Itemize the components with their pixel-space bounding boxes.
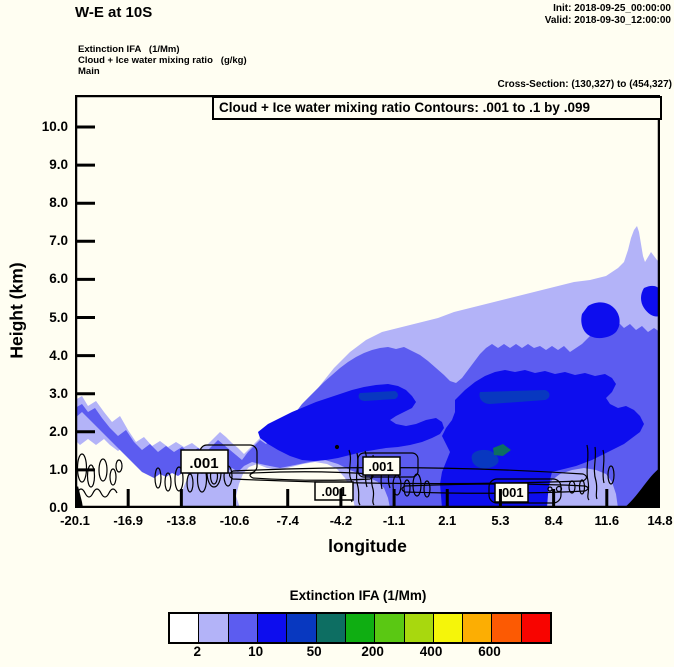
- x-tick-label--10.6: -10.6: [219, 513, 250, 528]
- colorbar-cell-2: [228, 614, 258, 642]
- fill-extinction-level4-east-core: [440, 370, 644, 508]
- svg-text:.001: .001: [189, 455, 218, 472]
- x-tick-label--1.1: -1.1: [382, 513, 406, 528]
- x-axis-title: longitude: [328, 536, 407, 556]
- field-info-block: Extinction IFA (1/Mm) Cloud + Ice water …: [78, 44, 247, 77]
- colorbar-cell-4: [287, 614, 317, 642]
- colorbar-cell-8: [404, 614, 434, 642]
- field-info-extinction: Extinction IFA (1/Mm): [78, 44, 180, 55]
- fill-extinction-level6-teal-patch: [493, 444, 511, 456]
- colorbar-cell-12: [521, 614, 551, 642]
- colorbar-cell-6: [345, 614, 376, 642]
- svg-text:.001: .001: [321, 484, 346, 499]
- field-info-cloud: Cloud + Ice water mixing ratio (g/kg): [78, 55, 247, 66]
- cloud-contour-label-4: .001: [494, 482, 529, 503]
- x-tick-label--16.9: -16.9: [113, 513, 143, 528]
- init-timestamp: Init: 2018-09-25_00:00:00: [553, 3, 671, 14]
- x-tick-label-8.4: 8.4: [544, 513, 563, 528]
- y-tick-label-6.0: 6.0: [49, 271, 68, 287]
- y-tick-label-9.0: 9.0: [49, 157, 68, 173]
- colorbar-label-2: 2: [193, 644, 201, 659]
- contour-note-box: Cloud + Ice water mixing ratio Contours:…: [212, 96, 662, 120]
- fill-extinction-level5-low-patch: [471, 449, 499, 469]
- fill-extinction-level4-edge-blob: [641, 285, 660, 317]
- colorbar-label-200: 200: [361, 644, 384, 659]
- cloud-contour-label-1: .001: [180, 449, 229, 474]
- colorbar-cell-3: [257, 614, 288, 642]
- x-tick-label--7.4: -7.4: [276, 513, 299, 528]
- y-tick-label-2.0: 2.0: [49, 423, 68, 439]
- cloud-contour-label-3: .001: [314, 481, 354, 501]
- y-tick-label-10.0: 10.0: [41, 119, 68, 134]
- colorbar-cell-0: [170, 614, 200, 642]
- colorbar-cell-11: [492, 614, 522, 642]
- x-tick-label-2.1: 2.1: [438, 513, 457, 528]
- cross-section-plot: .001 .001 .001 .001: [75, 95, 660, 508]
- colorbar-label-10: 10: [248, 644, 264, 659]
- colorbar-cell-1: [199, 614, 229, 642]
- page-title: W-E at 10S: [75, 4, 153, 21]
- x-tick-label--4.2: -4.2: [329, 513, 353, 528]
- colorbar-cell-10: [463, 614, 493, 642]
- colorbar-cell-5: [316, 614, 346, 642]
- cloud-contour-label-2: .001: [362, 456, 401, 476]
- fill-extinction-level5-streak-east: [479, 390, 550, 404]
- field-info-domain: Main: [78, 66, 100, 77]
- y-tick-label-4.0: 4.0: [49, 347, 68, 363]
- y-tick-label-5.0: 5.0: [49, 309, 68, 325]
- colorbar-title: Extinction IFA (1/Mm): [289, 588, 427, 603]
- svg-text:.001: .001: [368, 459, 393, 474]
- x-tick-label-5.3: 5.3: [491, 513, 510, 528]
- colorbar: [168, 612, 552, 644]
- contour-note-text: Cloud + Ice water mixing ratio Contours:…: [219, 100, 590, 115]
- colorbar-cell-7: [375, 614, 405, 642]
- colorbar-label-400: 400: [419, 644, 443, 659]
- valid-timestamp: Valid: 2018-09-30_12:00:00: [544, 15, 671, 26]
- cloud-contour-lines: [76, 444, 615, 506]
- x-tick-label--20.1: -20.1: [60, 513, 90, 528]
- cross-section-label: Cross-Section: (130,327) to (454,327): [497, 79, 672, 90]
- fill-extinction-level5-streak-west: [358, 391, 398, 401]
- x-tick-label-14.8: 14.8: [647, 513, 673, 528]
- terrain-wedge: [624, 468, 660, 508]
- y-tick-label-7.0: 7.0: [49, 233, 68, 249]
- y-tick-label-3.0: 3.0: [49, 385, 68, 401]
- fill-extinction-level4-west-core: [258, 384, 444, 461]
- y-tick-label-1.0: 1.0: [49, 461, 68, 477]
- colorbar-cell-9: [433, 614, 464, 642]
- y-tick-label-0.0: 0.0: [49, 500, 68, 515]
- colorbar-label-50: 50: [306, 644, 322, 659]
- x-tick-label-11.6: 11.6: [594, 513, 620, 528]
- colorbar-label-600: 600: [478, 644, 501, 659]
- x-tick-label--13.8: -13.8: [166, 513, 197, 528]
- y-tick-label-8.0: 8.0: [49, 195, 68, 211]
- fill-extinction-level4-upper-blob: [581, 302, 620, 339]
- svg-text:.001: .001: [498, 485, 523, 500]
